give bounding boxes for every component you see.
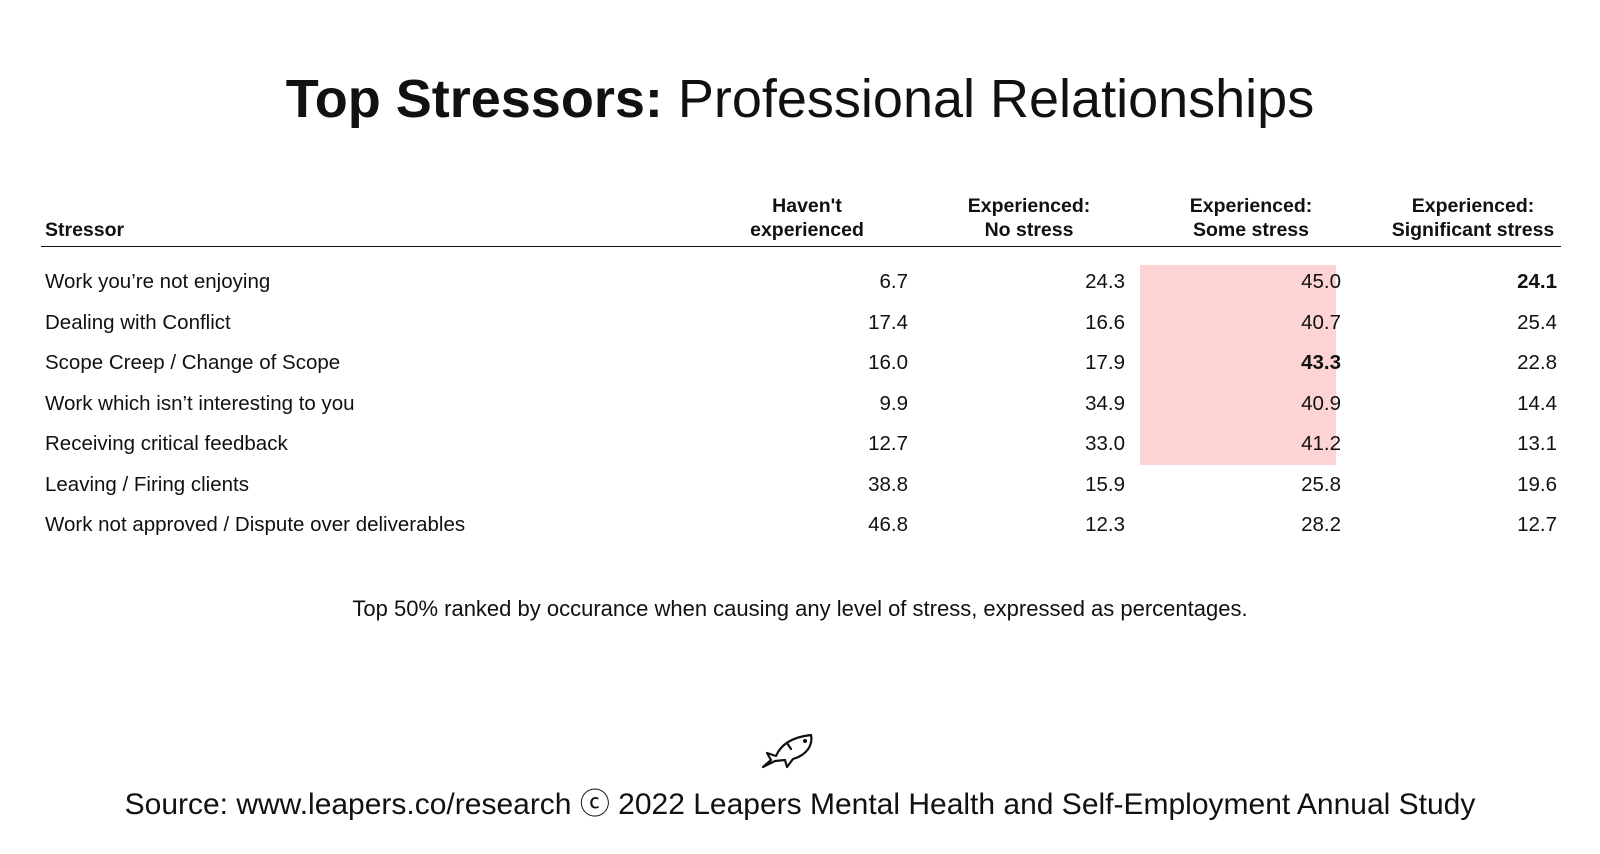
value-cell: 34.9 [1085, 391, 1125, 415]
some-stress-highlight [1140, 265, 1336, 465]
column-header-line: Experienced: [1411, 195, 1535, 217]
column-header-significant-stress: Experienced: Significant stress [1363, 194, 1583, 242]
column-header-line: Experienced: [1189, 195, 1313, 217]
value-cell: 33.0 [1085, 432, 1125, 455]
row-label: Receiving critical feedback [45, 432, 288, 455]
title-bold: Top Stressors: [285, 69, 663, 129]
table-row: Scope Creep / Change of Scope 16.0 17.9 43.… [41, 343, 1561, 384]
row-label: Work you’re not enjoying [45, 270, 271, 293]
value-cell: 40.9 [1301, 391, 1341, 415]
row-label: Scope Creep / Change of Scope [45, 351, 341, 374]
column-header-havent-experienced: Haven't experienced [697, 194, 917, 242]
value-cell: 9.9 [879, 391, 909, 415]
table-row: Receiving critical feedback 12.7 33.0 41.2 1… [41, 424, 1561, 465]
value-cell: 17.9 [1085, 351, 1125, 374]
value-cell: 6.7 [879, 270, 909, 293]
value-cell: 16.0 [868, 351, 908, 374]
table-row: Work not approved / Dispute over deliver… [41, 505, 1561, 546]
value-cell: 24.3 [1085, 270, 1125, 293]
table-body: Work you’re not enjoying 6.7 24.3 45.0 24.1 D… [41, 262, 1561, 546]
value-cell: 12.7 [1517, 513, 1557, 536]
value-cell: 24.1 [1517, 270, 1557, 293]
value-cell: 22.8 [1517, 351, 1557, 374]
row-label: Work which isn’t interesting to you [45, 391, 355, 415]
title-regular: Professional Relationships [677, 69, 1315, 129]
row-label: Dealing with Conflict [45, 310, 231, 334]
table-row: Dealing with Conflict 17.4 16.6 40.7 25.4 [41, 303, 1561, 344]
table-footnote: Top 50% ranked by occurance when causing… [352, 596, 1248, 621]
value-cell: 19.6 [1517, 472, 1557, 496]
value-cell: 13.1 [1517, 432, 1557, 455]
table-row: Leaving / Firing clients 38.8 15.9 25.8 19.6 [41, 465, 1561, 506]
stressors-table: Stressor Haven't experienced Experienced… [41, 180, 1561, 536]
table-row: Work which isn’t interesting to you 9.9 34… [41, 384, 1561, 425]
column-header-stressor: Stressor [45, 219, 125, 241]
value-cell: 17.4 [868, 310, 908, 334]
value-cell: 12.3 [1085, 513, 1125, 536]
fish-icon [761, 733, 813, 769]
column-header-line: Experienced: [967, 195, 1091, 217]
column-header-line: Significant stress [1391, 219, 1555, 241]
value-cell: 25.8 [1301, 472, 1341, 496]
table-row: Work you’re not enjoying 6.7 24.3 45.0 24.1 [41, 262, 1561, 303]
column-header-some-stress: Experienced: Some stress [1141, 194, 1361, 242]
value-cell: 41.2 [1301, 432, 1341, 455]
value-cell: 28.2 [1301, 513, 1341, 536]
value-cell: 25.4 [1517, 310, 1557, 334]
column-header-line: experienced [750, 219, 864, 241]
value-cell: 46.8 [868, 513, 908, 536]
column-header-no-stress: Experienced: No stress [919, 194, 1139, 242]
source-credit: Source: www.leapers.co/research ⓒ 2022 L… [124, 788, 1476, 821]
value-cell: 40.7 [1301, 310, 1341, 334]
value-cell: 14.4 [1517, 391, 1557, 415]
page-title: Top Stressors: Professional Relationship… [0, 64, 1600, 134]
value-cell: 38.8 [868, 472, 908, 496]
value-cell: 12.7 [868, 432, 908, 455]
table-header: Stressor Haven't experienced Experienced… [41, 180, 1561, 247]
column-header-line: No stress [984, 219, 1074, 241]
column-header-line: Haven't [772, 195, 842, 217]
row-label: Work not approved / Dispute over deliver… [45, 513, 466, 536]
column-header-line: Some stress [1193, 219, 1309, 241]
row-label: Leaving / Firing clients [45, 472, 249, 496]
value-cell: 15.9 [1085, 472, 1125, 496]
value-cell: 43.3 [1301, 351, 1341, 374]
value-cell: 45.0 [1301, 270, 1341, 293]
value-cell: 16.6 [1085, 310, 1125, 334]
